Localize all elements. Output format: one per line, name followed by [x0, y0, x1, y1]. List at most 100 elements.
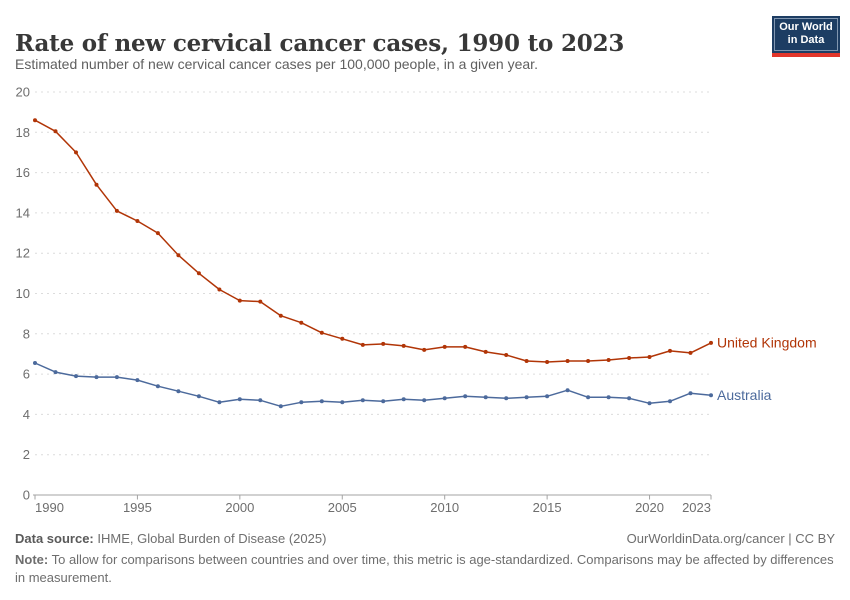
data-point-united-kingdom: [401, 343, 406, 348]
data-point-australia: [524, 395, 529, 400]
x-tick-label-2020: 2020: [635, 500, 664, 515]
data-point-australia: [647, 401, 652, 406]
data-point-australia: [319, 399, 324, 404]
data-point-australia: [155, 384, 160, 389]
y-tick-label-14: 14: [16, 205, 30, 220]
data-point-australia: [565, 388, 570, 393]
data-point-australia: [196, 394, 201, 399]
data-point-united-kingdom: [565, 359, 570, 363]
data-point-australia: [627, 396, 632, 401]
data-point-united-kingdom: [504, 353, 509, 357]
data-point-united-kingdom: [258, 299, 263, 304]
owid-logo-line1: Our World: [779, 21, 833, 33]
data-point-australia: [442, 396, 447, 401]
data-point-united-kingdom: [196, 271, 201, 276]
data-point-australia: [668, 399, 672, 404]
series-united-kingdom[interactable]: [33, 118, 713, 364]
data-point-australia: [483, 395, 488, 400]
data-point-australia: [586, 395, 591, 400]
data-point-australia: [606, 395, 611, 400]
x-tick-label-2010: 2010: [430, 500, 459, 515]
data-point-australia: [299, 400, 304, 405]
data-point-australia: [360, 398, 365, 403]
data-point-united-kingdom: [114, 208, 119, 213]
data-point-australia: [688, 391, 693, 396]
data-point-united-kingdom: [627, 356, 632, 360]
series-label-united-kingdom[interactable]: United Kingdom: [717, 334, 817, 350]
data-point-australia: [74, 374, 78, 379]
data-point-australia: [278, 404, 283, 409]
line-chart: 0 2 4 6 8 10 12 14 16 18 20 1990 1995 2000 2005 2010 201…: [16, 85, 817, 516]
footer-note: Note: To allow for comparisons between c…: [15, 551, 835, 587]
y-tick-label-4: 4: [23, 407, 30, 422]
data-point-australia: [237, 397, 242, 402]
owid-cancer-link[interactable]: OurWorldinData.org/cancer | CC BY: [626, 531, 835, 546]
data-point-united-kingdom: [381, 341, 386, 346]
y-tick-label-10: 10: [16, 286, 30, 301]
data-point-australia: [401, 397, 406, 402]
note-label: Note:: [15, 552, 49, 567]
data-point-australia: [340, 400, 345, 405]
data-point-united-kingdom: [176, 253, 181, 258]
x-tick-label-2000: 2000: [225, 500, 254, 515]
data-point-united-kingdom: [237, 298, 242, 303]
data-source-text: IHME, Global Burden of Disease (2025): [93, 531, 327, 546]
data-point-australia: [381, 399, 386, 404]
data-point-united-kingdom: [524, 359, 529, 363]
data-point-united-kingdom: [422, 347, 427, 352]
x-tick-label-2005: 2005: [328, 500, 357, 515]
owid-logo-line2: in Data: [787, 34, 825, 46]
data-source-label: Data source:: [15, 531, 94, 546]
note-text: To allow for comparisons between countri…: [15, 552, 834, 585]
y-tick-label-0: 0: [23, 488, 30, 503]
data-point-australia: [422, 398, 427, 403]
series-australia[interactable]: [33, 361, 713, 409]
data-point-united-kingdom: [278, 313, 283, 318]
owid-logo[interactable]: Our World in Data: [772, 16, 840, 57]
data-point-united-kingdom: [668, 348, 672, 353]
data-point-united-kingdom: [483, 349, 488, 354]
chart-area: 0 2 4 6 8 10 12 14 16 18 20 1990 1995 2000 2005 2010 201…: [0, 78, 850, 520]
data-point-united-kingdom: [74, 150, 78, 155]
owid-logo-text: Our World in Data: [774, 18, 838, 51]
data-point-australia: [258, 398, 263, 403]
data-point-united-kingdom: [217, 287, 222, 292]
data-point-australia: [135, 378, 140, 383]
x-tick-label-1990: 1990: [35, 500, 64, 515]
data-point-united-kingdom: [606, 358, 611, 362]
chart-subtitle: Estimated number of new cervical cancer …: [15, 56, 538, 72]
data-point-australia: [114, 375, 119, 380]
data-point-australia: [94, 375, 99, 380]
data-point-united-kingdom: [53, 129, 58, 134]
data-point-australia: [53, 370, 58, 375]
x-tick-label-2015: 2015: [533, 500, 562, 515]
data-point-united-kingdom: [586, 359, 591, 363]
data-point-australia: [33, 361, 37, 365]
data-point-australia: [709, 393, 713, 398]
data-point-united-kingdom: [647, 355, 652, 359]
data-point-united-kingdom: [94, 182, 99, 187]
y-tick-label-16: 16: [16, 165, 30, 180]
data-point-united-kingdom: [319, 330, 324, 335]
data-point-australia: [545, 394, 550, 399]
y-tick-label-20: 20: [16, 85, 30, 100]
data-point-australia: [217, 400, 222, 405]
data-point-united-kingdom: [442, 344, 447, 349]
owid-logo-box: Our World in Data: [772, 16, 840, 57]
page-title: Rate of new cervical cancer cases, 1990 …: [15, 30, 625, 58]
y-tick-label-6: 6: [23, 367, 30, 382]
data-point-united-kingdom: [688, 350, 693, 355]
data-point-united-kingdom: [545, 360, 550, 364]
data-point-australia: [176, 389, 181, 394]
data-point-australia: [504, 396, 509, 401]
series-label-australia[interactable]: Australia: [717, 387, 772, 403]
footer-source-row: Data source: IHME, Global Burden of Dise…: [15, 531, 835, 546]
x-tick-label-1995: 1995: [123, 500, 152, 515]
data-source: Data source: IHME, Global Burden of Dise…: [15, 531, 326, 546]
y-tick-label-2: 2: [23, 447, 30, 462]
y-tick-label-8: 8: [23, 326, 30, 341]
data-point-united-kingdom: [463, 344, 468, 349]
series-line-united-kingdom: [34, 119, 712, 363]
data-point-united-kingdom: [709, 340, 713, 345]
